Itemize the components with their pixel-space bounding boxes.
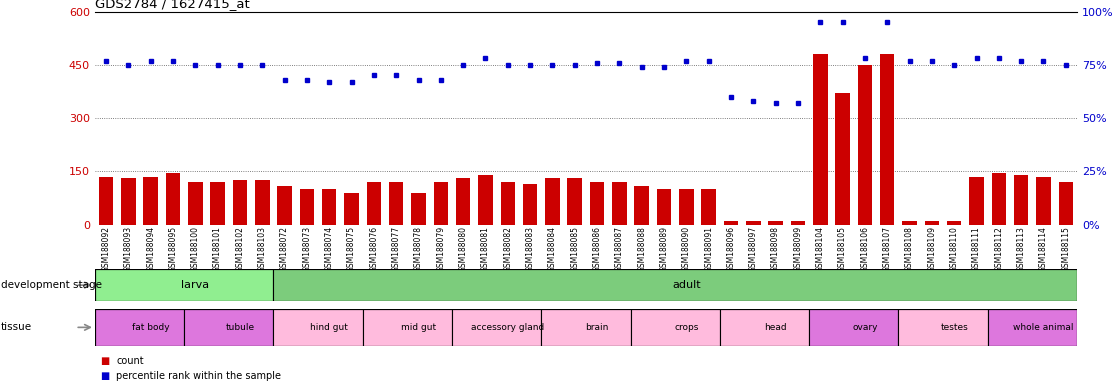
Bar xyxy=(898,309,988,346)
Text: percentile rank within the sample: percentile rank within the sample xyxy=(116,371,281,381)
Bar xyxy=(656,189,671,225)
Bar xyxy=(790,221,805,225)
Bar xyxy=(946,221,961,225)
Bar xyxy=(433,182,449,225)
Text: crops: crops xyxy=(674,323,699,332)
Bar xyxy=(809,309,898,346)
Bar xyxy=(184,309,273,346)
Bar xyxy=(546,179,559,225)
Bar xyxy=(254,180,270,225)
Text: development stage: development stage xyxy=(1,280,103,290)
Bar xyxy=(95,269,273,301)
Bar xyxy=(1036,177,1050,225)
Text: tubule: tubule xyxy=(225,323,254,332)
Text: larva: larva xyxy=(181,280,210,290)
Bar xyxy=(452,309,541,346)
Bar xyxy=(747,221,761,225)
Bar xyxy=(233,180,248,225)
Bar xyxy=(590,182,605,225)
Bar xyxy=(567,179,583,225)
Bar xyxy=(541,309,631,346)
Text: ovary: ovary xyxy=(853,323,877,332)
Bar xyxy=(522,184,537,225)
Bar xyxy=(679,189,693,225)
Bar xyxy=(363,309,452,346)
Bar xyxy=(631,309,720,346)
Bar xyxy=(812,54,828,225)
Bar xyxy=(857,65,872,225)
Bar xyxy=(278,185,292,225)
Bar xyxy=(456,179,471,225)
Text: count: count xyxy=(116,356,144,366)
Bar xyxy=(835,93,849,225)
Bar xyxy=(924,221,939,225)
Bar xyxy=(478,175,493,225)
Bar xyxy=(701,189,715,225)
Text: whole animal: whole animal xyxy=(1013,323,1074,332)
Bar xyxy=(879,54,894,225)
Bar xyxy=(988,309,1077,346)
Bar xyxy=(122,179,136,225)
Bar xyxy=(1013,175,1029,225)
Bar xyxy=(501,182,514,225)
Bar xyxy=(366,182,381,225)
Bar xyxy=(210,182,225,225)
Text: hind gut: hind gut xyxy=(310,323,348,332)
Bar xyxy=(389,182,404,225)
Bar xyxy=(323,189,337,225)
Bar xyxy=(99,177,114,225)
Bar xyxy=(720,309,809,346)
Bar xyxy=(299,189,315,225)
Bar xyxy=(143,177,158,225)
Bar xyxy=(187,182,203,225)
Text: brain: brain xyxy=(586,323,608,332)
Bar xyxy=(612,182,626,225)
Bar xyxy=(273,309,363,346)
Text: ■: ■ xyxy=(100,356,109,366)
Bar xyxy=(1058,182,1074,225)
Text: fat body: fat body xyxy=(132,323,170,332)
Bar xyxy=(723,221,739,225)
Text: tissue: tissue xyxy=(1,322,32,333)
Bar xyxy=(991,173,1006,225)
Text: head: head xyxy=(764,323,787,332)
Bar xyxy=(165,173,181,225)
Bar xyxy=(768,221,782,225)
Bar xyxy=(634,185,648,225)
Bar xyxy=(273,269,1077,301)
Text: GDS2784 / 1627415_at: GDS2784 / 1627415_at xyxy=(95,0,250,10)
Bar xyxy=(969,177,984,225)
Bar xyxy=(95,309,184,346)
Text: mid gut: mid gut xyxy=(401,323,436,332)
Text: adult: adult xyxy=(672,280,701,290)
Text: ■: ■ xyxy=(100,371,109,381)
Text: accessory gland: accessory gland xyxy=(471,323,545,332)
Bar xyxy=(411,193,425,225)
Bar xyxy=(902,221,916,225)
Bar xyxy=(345,193,359,225)
Text: testes: testes xyxy=(941,323,968,332)
